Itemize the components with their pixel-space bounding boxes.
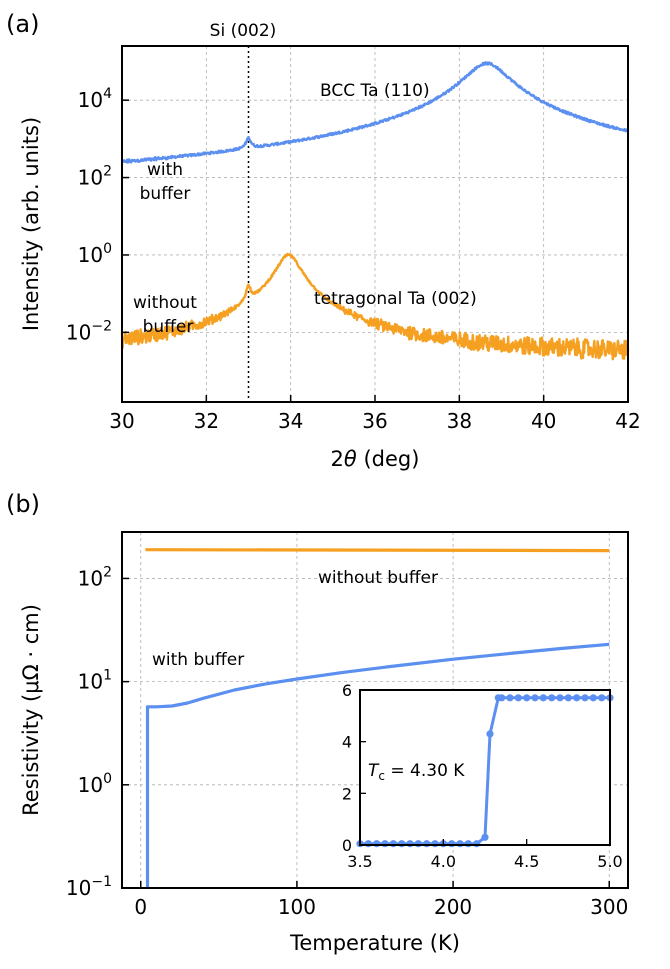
panel-b-series xyxy=(145,548,610,888)
inset-data-point xyxy=(473,840,481,848)
with-buffer-annotation: with buffer xyxy=(152,650,244,670)
panel-a-y-axis-label: Intensity (arb. units) xyxy=(19,117,43,331)
inset-x-tick-label: 4.5 xyxy=(514,852,539,871)
x-tick-label: 300 xyxy=(590,895,628,919)
inset-data-point xyxy=(589,694,597,702)
x-tick-label: 200 xyxy=(434,895,472,919)
without-buffer-annotation: without buffer xyxy=(318,568,438,588)
inset-y-tick-label: 2 xyxy=(342,784,352,803)
x-tick-label: 0 xyxy=(134,895,147,919)
inset-x-tick-label: 4.0 xyxy=(431,852,456,871)
inset-data-point xyxy=(564,694,572,702)
inset-y-tick-label: 4 xyxy=(342,733,352,752)
y-tick-label: 100 xyxy=(78,241,112,267)
without-buffer-label-line2: buffer xyxy=(143,317,194,337)
inset-data-point xyxy=(486,730,494,738)
y-tick-label: 10−1 xyxy=(66,874,112,900)
inset-data-point xyxy=(531,694,539,702)
without-buffer-resistivity-line xyxy=(145,548,610,553)
panel-a-x-axis-label: 2θ (deg) xyxy=(331,447,420,471)
panel-b: (b) 0 100 200 300 10−1 100 101 102 without buff… xyxy=(6,490,629,955)
x-tick-label: 42 xyxy=(615,409,640,433)
inset-data-point xyxy=(481,833,489,841)
panel-a-series xyxy=(120,61,630,361)
panel-a: (a) 30 32 34 36 38 40 42 10−2 100 102 104 Si (002)… xyxy=(6,10,641,471)
inset-data-point xyxy=(381,840,389,848)
inset-data-point xyxy=(523,694,531,702)
inset-data-point xyxy=(373,840,381,848)
inset-data-point xyxy=(389,840,397,848)
inset-frame xyxy=(359,689,611,846)
panel-b-x-axis-label: Temperature (K) xyxy=(289,931,460,955)
panel-b-frame xyxy=(121,531,629,889)
y-tick-label: 102 xyxy=(78,564,112,590)
inset-data-point xyxy=(398,840,406,848)
inset-data-point xyxy=(598,694,606,702)
inset-data-point xyxy=(548,694,556,702)
inset-data-point xyxy=(423,840,431,848)
inset-data-point xyxy=(556,694,564,702)
inset-data-point xyxy=(581,694,589,702)
inset-data-point xyxy=(456,840,464,848)
panel-b-label: (b) xyxy=(6,490,40,518)
inset-data-point xyxy=(506,694,514,702)
panel-b-y-axis-label: Resistivity (μΩ · cm) xyxy=(19,604,43,816)
x-tick-label: 30 xyxy=(109,409,134,433)
x-tick-label: 36 xyxy=(362,409,387,433)
inset-data-point xyxy=(364,840,372,848)
inset-data-point xyxy=(498,694,506,702)
with-buffer-resistivity-line xyxy=(145,642,610,888)
inset-data-point xyxy=(464,840,472,848)
bcc-ta-label: BCC Ta (110) xyxy=(320,81,430,101)
inset-data-point xyxy=(406,840,414,848)
inset-data-point xyxy=(414,840,422,848)
without-buffer-xrd-line xyxy=(120,252,630,361)
x-tick-label: 34 xyxy=(278,409,303,433)
without-buffer-label-line1: without xyxy=(133,293,197,313)
inset-data-point xyxy=(514,694,522,702)
y-tick-label: 104 xyxy=(78,86,112,112)
inset-plot: 3.5 4.0 4.5 5.0 0 2 4 6 Tc = 4.30 K xyxy=(342,681,623,871)
inset-data-point xyxy=(448,840,456,848)
x-tick-label: 100 xyxy=(278,895,316,919)
with-buffer-label-line2: buffer xyxy=(140,184,191,204)
x-tick-label: 32 xyxy=(194,409,219,433)
panel-a-label: (a) xyxy=(6,10,39,38)
x-tick-label: 38 xyxy=(447,409,472,433)
tetragonal-ta-label: tetragonal Ta (002) xyxy=(314,289,477,309)
inset-x-tick-label: 3.5 xyxy=(347,852,372,871)
inset-x-tick-label: 5.0 xyxy=(597,852,622,871)
inset-y-tick-label: 0 xyxy=(342,836,352,855)
y-tick-label: 100 xyxy=(78,771,112,797)
y-tick-label: 101 xyxy=(78,668,112,694)
with-buffer-label-line1: with xyxy=(147,160,183,180)
y-tick-label: 102 xyxy=(78,164,112,190)
panel-b-ticks: 0 100 200 300 10−1 100 101 102 xyxy=(66,564,628,919)
inset-ticks: 3.5 4.0 4.5 5.0 0 2 4 6 xyxy=(342,681,623,871)
y-tick-label: 10−2 xyxy=(66,318,112,344)
inset-data-point xyxy=(573,694,581,702)
inset-data-point xyxy=(539,694,547,702)
tc-annotation: Tc = 4.30 K xyxy=(368,761,465,783)
panel-a-ticks: 30 32 34 36 38 40 42 10−2 100 102 104 xyxy=(66,86,641,433)
si-002-label: Si (002) xyxy=(210,21,277,41)
inset-data-point xyxy=(431,840,439,848)
with-buffer-xrd-line xyxy=(120,61,630,164)
x-tick-label: 40 xyxy=(531,409,556,433)
inset-y-tick-label: 6 xyxy=(342,681,352,700)
